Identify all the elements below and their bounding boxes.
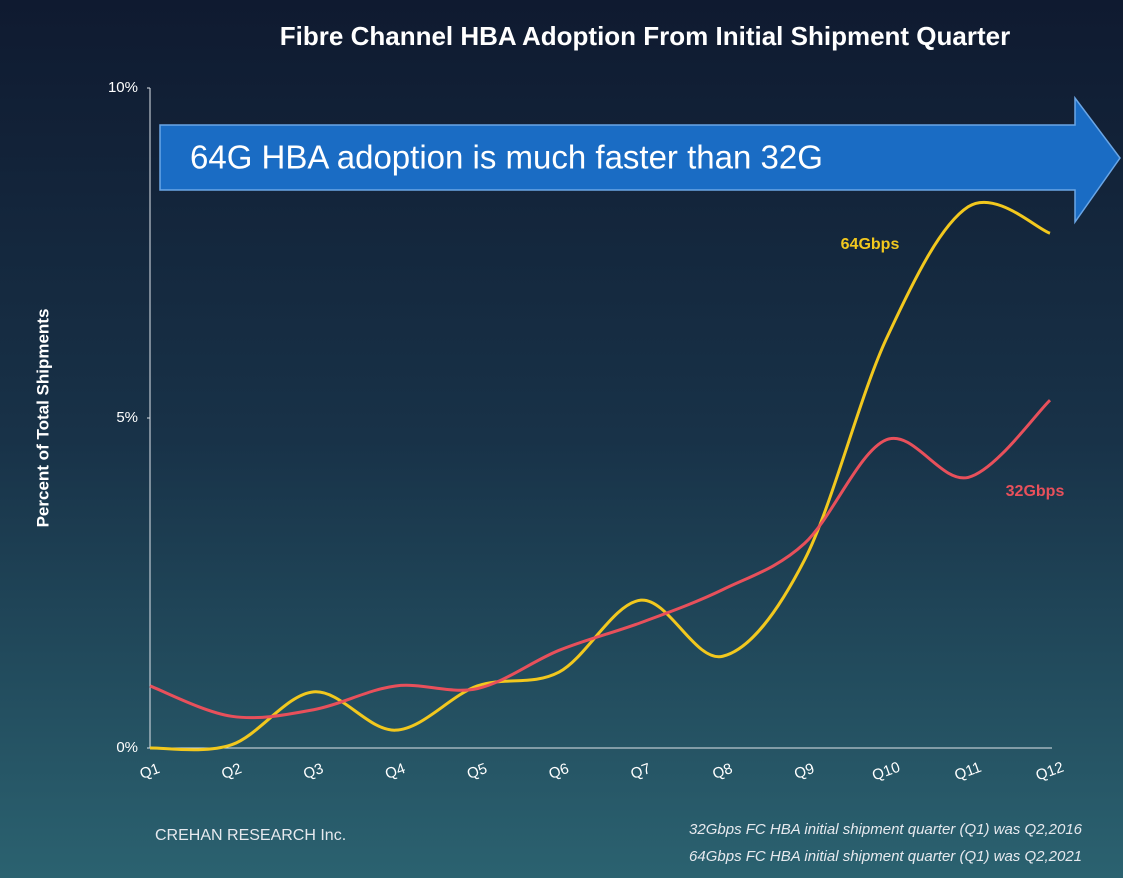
x-tick-label: Q3 <box>301 760 326 783</box>
note: 32Gbps FC HBA initial shipment quarter (… <box>689 821 1083 838</box>
x-tick-label: Q8 <box>710 760 735 783</box>
x-tick-label: Q1 <box>138 760 163 783</box>
series-label: 32Gbps <box>1006 483 1065 500</box>
series-line <box>149 399 1052 720</box>
y-tick-label: 10% <box>108 79 138 96</box>
annotation: 64G HBA adoption is much faster than 32G <box>190 139 823 176</box>
source: CREHAN RESEARCH Inc. <box>155 827 346 844</box>
y-axis-label: Percent of Total Shipments <box>33 309 52 528</box>
y-tick-label: 5% <box>116 409 138 426</box>
x-tick-label: Q9 <box>792 760 817 783</box>
series-line <box>149 200 1051 752</box>
chart-title: Fibre Channel HBA Adoption From Initial … <box>280 21 1010 51</box>
x-tick-label: Q2 <box>219 760 244 783</box>
x-tick-label: Q6 <box>547 760 572 783</box>
series-label: 64Gbps <box>841 236 900 253</box>
x-tick-label: Q5 <box>465 760 490 783</box>
y-tick-label: 0% <box>116 739 138 756</box>
x-tick-label: Q7 <box>628 760 653 783</box>
note: 64Gbps FC HBA initial shipment quarter (… <box>689 848 1082 865</box>
annotation-arrow <box>159 95 1121 225</box>
x-tick-label: Q4 <box>383 760 408 783</box>
